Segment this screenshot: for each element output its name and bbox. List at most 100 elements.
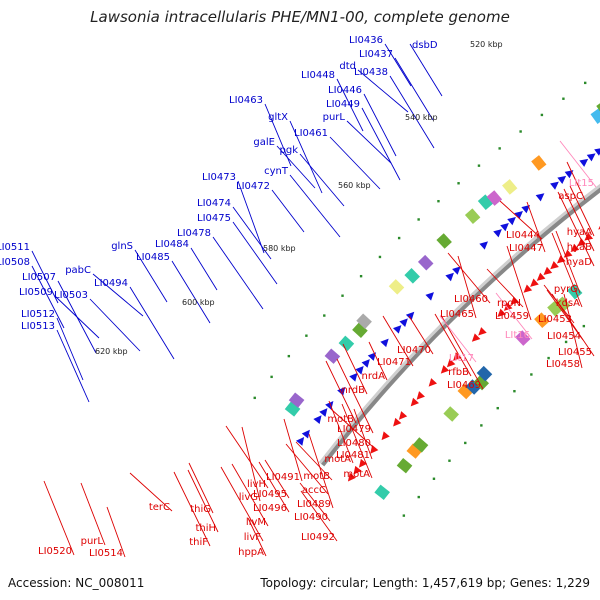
kbp-scale-label: 580 kbp [263,244,296,253]
reverse-gene-label: livM [246,517,266,528]
forward-gene-label: LI0478 [177,228,211,239]
forward-gene-label: LI0508 [0,257,30,268]
forward-gene-arrow [355,365,364,375]
reverse-gene-label: livH [247,479,266,490]
reverse-gene-arrow [347,472,357,482]
kbp-scale-label: 560 kbp [338,181,371,190]
cog-feature-box [457,383,474,400]
reverse-gene-arrow [428,378,438,387]
tick-mark [448,459,451,462]
reverse-gene-label: LI0470 [397,345,431,356]
rna-gene-label: LIt15 [569,178,594,189]
forward-gene-arrow [564,170,574,179]
leader-line [557,191,595,267]
cog-feature-box [436,233,452,249]
feature-layer [284,100,600,500]
leader-line [486,268,524,308]
reverse-gene-label: LI0491 [266,472,300,483]
label-layer: 520 kbp 540 kbp 560 kbp 580 kbp 600 kbp 620 k… [0,35,594,559]
leader-line [241,426,261,502]
forward-gene-label: LI0437 [359,49,393,60]
leader-line [299,482,331,522]
tick-mark [270,375,273,379]
reverse-gene-label: LI0492 [301,532,335,543]
reverse-gene-label: LI0460 [454,294,488,305]
tick-mark [253,396,256,400]
leader-line [231,463,269,527]
tick-mark [378,255,382,259]
reverse-gene-arrow [550,260,559,270]
leader-line [80,482,106,546]
leader-line [389,75,435,149]
tick-mark [582,324,586,328]
forward-gene-arrow [479,241,488,250]
leader-line [247,517,267,557]
reverse-gene-label: livG [239,492,258,503]
cog-feature-box [534,312,550,329]
reverse-gene-label: nrdA [362,371,386,382]
tick-mark [417,218,420,221]
reverse-gene-label: thiF [189,537,208,548]
leader-line [394,57,434,121]
leader-line [447,252,491,304]
forward-gene-label: dtd [339,61,356,72]
tick-mark [498,147,501,150]
tick-mark [562,97,565,100]
cog-feature-box [417,254,434,271]
tick-mark [323,314,326,317]
backbone-layer [318,183,600,467]
leader-line [56,317,84,381]
leader-line [264,103,292,167]
leader-line [299,153,345,207]
forward-gene-label: LI0485 [136,252,170,263]
leader-line [526,201,546,253]
leader-line [276,145,316,189]
reverse-gene-label: LI0496 [253,503,287,514]
reverse-gene-label: hyaD [566,257,592,268]
reverse-gene-arrow [410,397,420,407]
forward-gene-label: dsbD [412,40,438,51]
cog-feature-box [288,392,305,408]
reverse-gene-label: LI0459 [495,311,529,322]
forward-gene-label: LI0463 [229,95,263,106]
leader-line [361,107,401,181]
reverse-gene-label: motA [324,454,351,465]
reverse-gene-arrow [381,431,390,441]
leader-line [506,245,532,321]
leader-line [54,295,100,339]
leader-line [232,221,278,285]
leader-line [43,480,75,556]
reverse-gene-label: LI0447 [509,243,543,254]
forward-gene-arrow [349,372,358,382]
reverse-gene-label: hyaB [567,242,592,253]
reverse-gene-arrow [497,308,506,317]
cog-feature-box [555,296,571,313]
cog-feature-box [515,330,531,346]
leader-line [353,408,373,460]
rna-gene-label: LIt17 [449,353,474,364]
cog-feature-box [547,300,563,317]
leader-line [566,161,586,201]
reverse-gene-arrow [503,302,513,311]
leader-line [173,471,211,547]
reverse-gene-label: LI0455 [558,347,592,358]
leader-line [336,358,374,434]
leader-line [555,230,581,294]
tick-mark [402,514,406,517]
leader-line [368,341,388,381]
leader-line [31,265,65,329]
reverse-gene-arrow [393,417,402,427]
forward-gene-arrow [399,318,408,327]
reverse-gene-label: hppA [238,547,264,558]
reverse-gene-arrow [478,327,487,336]
tick-mark [584,81,587,85]
cog-feature-box [388,279,405,295]
leader-line [328,400,354,464]
leader-line [271,189,305,233]
leader-line [134,249,168,303]
reverse-gene-arrow [530,278,539,287]
leader-line [559,140,597,188]
reverse-gene-label: LI0469 [447,380,481,391]
forward-gene-label: pgk [280,145,299,156]
leader-line [495,292,533,340]
